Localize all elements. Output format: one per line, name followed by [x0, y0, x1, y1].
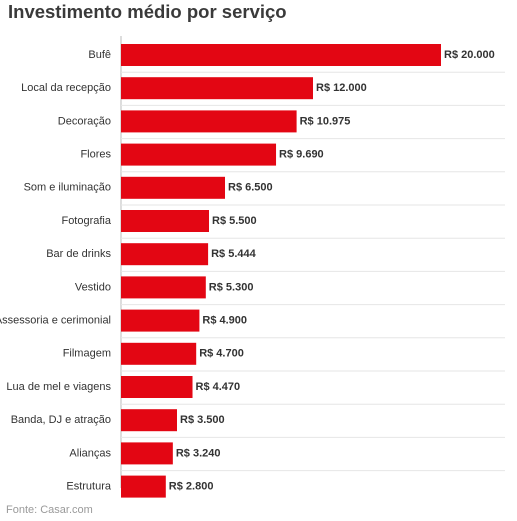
category-label: Flores: [80, 149, 111, 161]
category-label: Filmagem: [63, 348, 111, 360]
value-label: R$ 5.444: [211, 248, 257, 260]
bar: [121, 475, 166, 498]
bar: [121, 342, 197, 365]
bar: [121, 77, 313, 100]
value-label: R$ 2.800: [169, 481, 214, 493]
bar: [121, 276, 206, 299]
category-label: Assessoria e cerimonial: [0, 315, 111, 327]
bar: [121, 210, 209, 232]
category-labels: Bufê Local da recepção Decoração Flores Som …: [0, 49, 112, 493]
category-label: Decoração: [58, 115, 111, 127]
bar: [121, 409, 177, 432]
source-note: Fonte: Casar.com: [6, 504, 93, 516]
category-label: Banda, DJ e atração: [11, 414, 111, 426]
value-label: R$ 10.975: [300, 115, 351, 127]
bar: [121, 309, 200, 332]
bar: [121, 176, 225, 199]
grid-lines: [121, 71, 505, 472]
category-label: Bar de drinks: [46, 248, 111, 260]
value-label: R$ 6.500: [228, 182, 273, 194]
value-label: R$ 3.240: [176, 447, 221, 459]
value-label: R$ 9.690: [279, 149, 324, 161]
value-label: R$ 4.700: [199, 348, 244, 360]
category-label: Lua de mel e viagens: [6, 381, 111, 393]
bar: [121, 44, 441, 66]
chart-title: Investimento médio por serviço: [8, 1, 287, 22]
value-label: R$ 5.500: [212, 215, 257, 227]
bar: [121, 243, 209, 266]
category-label: Som e iluminação: [24, 182, 111, 194]
value-label: R$ 5.300: [209, 281, 254, 293]
value-label: R$ 20.000: [444, 49, 495, 61]
bars: [121, 44, 441, 498]
category-label: Estrutura: [66, 481, 112, 493]
category-label: Fotografia: [61, 215, 111, 227]
value-label: R$ 4.900: [202, 315, 247, 327]
category-label: Vestido: [75, 281, 111, 293]
value-label: R$ 4.470: [196, 381, 241, 393]
category-label: Alianças: [69, 447, 111, 459]
bar: [121, 442, 173, 465]
bar: [121, 143, 277, 166]
category-label: Local da recepção: [21, 82, 111, 94]
category-label: Bufê: [88, 49, 111, 61]
value-labels: R$ 20.000 R$ 12.000 R$ 10.975 R$ 9.690 R$ 6.…: [169, 49, 495, 493]
bar: [121, 376, 193, 398]
value-label: R$ 12.000: [316, 82, 367, 94]
value-label: R$ 3.500: [180, 414, 225, 426]
bar: [121, 110, 297, 133]
